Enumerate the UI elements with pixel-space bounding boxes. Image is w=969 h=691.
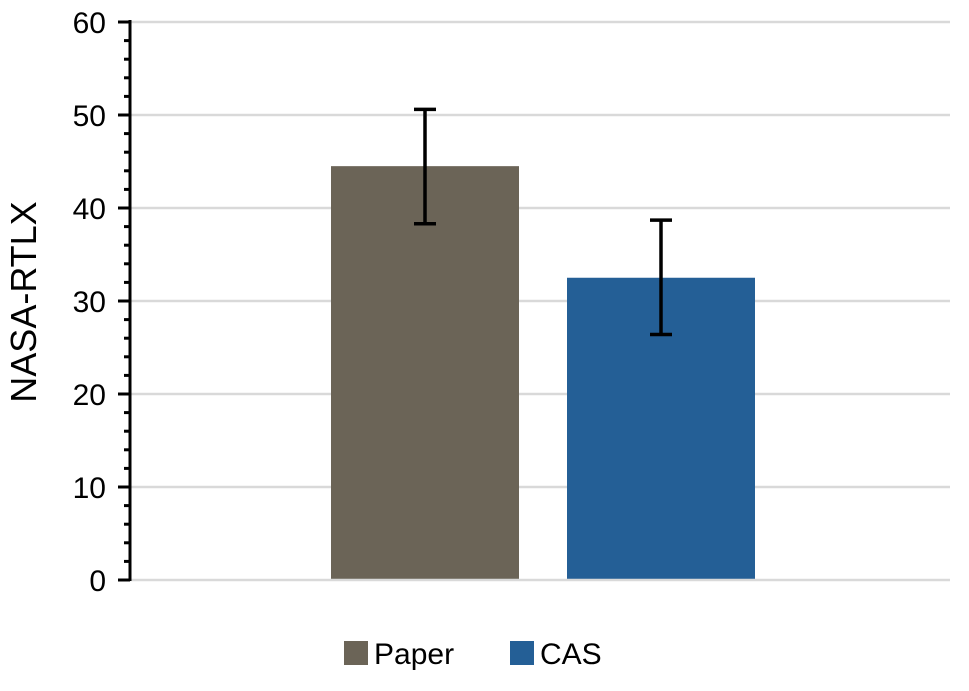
y-tick-label: 50 xyxy=(73,100,106,133)
bars xyxy=(331,166,755,580)
y-tick-label: 20 xyxy=(73,379,106,412)
y-tick-label: 10 xyxy=(73,472,106,505)
legend: Paper CAS xyxy=(344,638,602,671)
gridlines xyxy=(130,20,950,489)
y-tick-label: 30 xyxy=(73,286,106,319)
y-axis: 0 10 20 30 40 50 60 xyxy=(73,7,950,598)
legend-swatch-paper xyxy=(344,641,368,665)
legend-swatch-cas xyxy=(510,641,534,665)
error-bars xyxy=(414,107,672,337)
y-tick-label: 60 xyxy=(73,7,106,40)
legend-label-cas: CAS xyxy=(540,638,602,671)
legend-label-paper: Paper xyxy=(374,638,454,671)
y-tick-label: 0 xyxy=(89,565,106,598)
y-tick-label: 40 xyxy=(73,193,106,226)
bar-paper xyxy=(331,166,519,580)
y-axis-label: NASA-RTLX xyxy=(3,201,44,402)
